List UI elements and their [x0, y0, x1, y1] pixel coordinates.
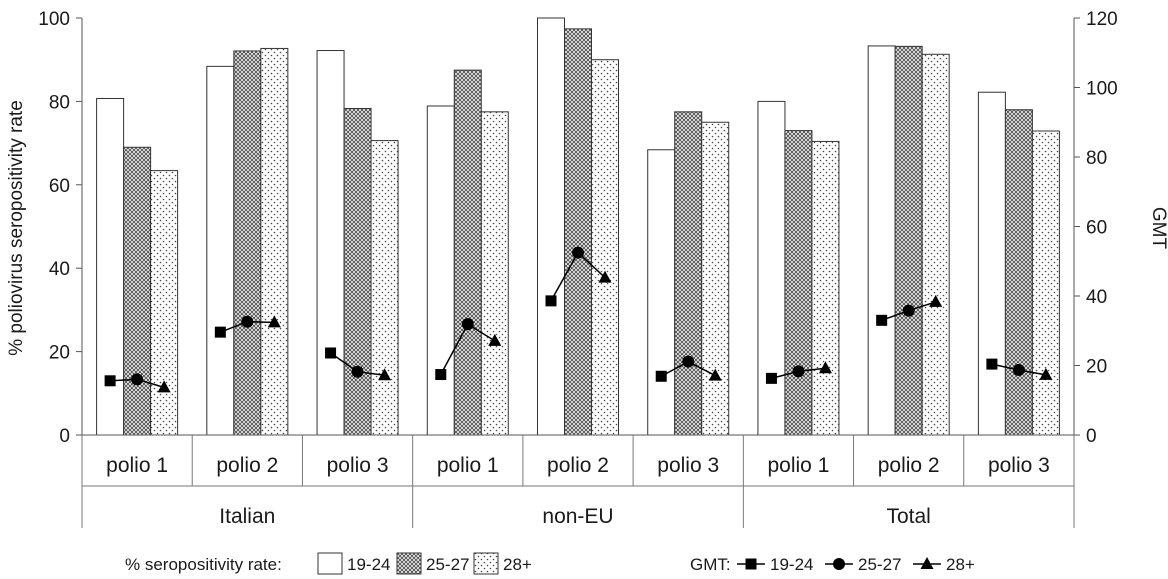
y2-tick-label: 0	[1086, 426, 1097, 447]
gmt-point-28+	[818, 361, 832, 374]
gmt-point-25-27	[241, 315, 254, 328]
legend-bars-title: % seropositivity rate:	[125, 555, 282, 574]
bar-19-24	[537, 17, 565, 436]
group-label: non-EU	[542, 505, 613, 528]
bar-25-27	[784, 130, 813, 436]
bar-25-27	[1004, 109, 1033, 436]
legend-label-gmt-25-27: 25-27	[858, 555, 901, 574]
gmt-point-25-27	[1012, 364, 1025, 377]
bar-28+	[811, 140, 840, 436]
legend-marker-28+	[920, 557, 934, 569]
gmt-point-25-27	[461, 318, 474, 331]
axes: 0 20 40 60 80 100 0 20 40 60 80 100 120 polio 1 polio …	[38, 9, 1118, 528]
y-tick-label: 0	[59, 426, 70, 447]
gmt-point-19-24	[325, 347, 337, 359]
y-tick-label: 100	[38, 9, 70, 30]
gmt-point-25-27	[682, 355, 695, 368]
y-tick-label: 60	[49, 176, 70, 197]
bar-19-24	[867, 45, 896, 436]
gmt-point-19-24	[765, 372, 777, 384]
y2-tick-label: 20	[1086, 357, 1107, 378]
category-label: polio 2	[547, 454, 609, 477]
bar-19-24	[647, 149, 676, 436]
legend-label-gmt-28+: 28+	[946, 555, 975, 574]
gmt-point-28+	[378, 368, 392, 381]
bar-28+	[701, 121, 730, 436]
legend-marker-19-24	[745, 558, 757, 570]
gmt-point-28+	[708, 368, 722, 381]
legend-label-gmt-19-24: 19-24	[770, 555, 813, 574]
y-tick-label: 40	[49, 259, 70, 280]
legend-swatch-25-27	[396, 552, 422, 575]
y2-tick-label: 40	[1086, 287, 1107, 308]
bar-25-27	[123, 146, 152, 436]
legend-lines-title: GMT:	[690, 555, 731, 574]
gmt-point-19-24	[545, 295, 557, 307]
y2-tick-label: 100	[1086, 79, 1118, 100]
gmt-point-19-24	[655, 370, 667, 382]
legend-label-19-24: 19-24	[347, 555, 390, 574]
category-label: polio 3	[657, 454, 719, 477]
y2-axis-title: GMT	[1148, 207, 1168, 250]
gmt-point-25-27	[902, 304, 915, 317]
bar-28+	[370, 140, 399, 436]
bar-25-27	[233, 50, 262, 436]
gmt-point-25-27	[572, 246, 584, 259]
gmt-point-28+	[157, 380, 171, 393]
legend-swatch-28+	[473, 552, 499, 575]
bar-19-24	[426, 105, 455, 436]
bar-25-27	[453, 69, 482, 436]
gmt-point-19-24	[986, 358, 998, 370]
gmt-point-19-24	[435, 369, 447, 381]
y-axis-title: % poliovirus seropositivity rate	[6, 100, 27, 356]
group-label: Italian	[219, 505, 275, 528]
gmt-point-28+	[488, 333, 502, 346]
y2-tick-label: 80	[1086, 148, 1107, 169]
category-label: polio 1	[106, 454, 168, 477]
y-tick-label: 20	[49, 343, 70, 364]
y2-tick-label: 60	[1086, 218, 1107, 239]
category-label: polio 3	[988, 454, 1050, 477]
category-label: polio 2	[216, 454, 278, 477]
bar-25-27	[343, 107, 372, 436]
gmt-point-28+	[267, 315, 281, 328]
bar-19-24	[977, 91, 1006, 436]
gmt-point-28+	[929, 294, 943, 307]
bar-19-24	[316, 50, 345, 436]
legend-marker-25-27	[833, 558, 845, 570]
category-label: polio 2	[878, 454, 940, 477]
bars	[96, 17, 1060, 436]
bar-25-27	[674, 111, 703, 436]
category-label: polio 3	[327, 454, 389, 477]
bar-28+	[260, 47, 289, 436]
y-tick-label: 80	[49, 92, 70, 113]
gmt-point-19-24	[104, 375, 116, 387]
legend-label-28+: 28+	[503, 555, 532, 574]
bar-28+	[1031, 130, 1060, 436]
group-label: Total	[886, 505, 930, 528]
bar-28+	[150, 170, 179, 436]
legend-label-25-27: 25-27	[426, 555, 469, 574]
legend-swatch-19-24	[317, 552, 343, 575]
bar-28+	[921, 53, 950, 436]
category-label: polio 1	[437, 454, 499, 477]
legend: % seropositivity rate: GMT: 19-24 25-27 28…	[125, 552, 975, 575]
gmt-point-19-24	[876, 314, 888, 326]
gmt-point-28+	[598, 270, 612, 283]
gmt-point-25-27	[792, 365, 805, 378]
bar-28+	[591, 59, 619, 436]
bar-25-27	[894, 45, 923, 436]
bar-19-24	[757, 100, 786, 436]
category-label: polio 1	[767, 454, 829, 477]
bar-28+	[480, 111, 509, 436]
gmt-point-25-27	[131, 373, 144, 386]
bar-19-24	[206, 65, 235, 436]
bar-25-27	[564, 28, 592, 436]
gmt-point-25-27	[351, 365, 364, 378]
gmt-point-19-24	[214, 326, 226, 338]
gmt-lines	[104, 246, 1053, 393]
gmt-point-28+	[1039, 367, 1053, 380]
y2-tick-label: 120	[1086, 9, 1118, 30]
